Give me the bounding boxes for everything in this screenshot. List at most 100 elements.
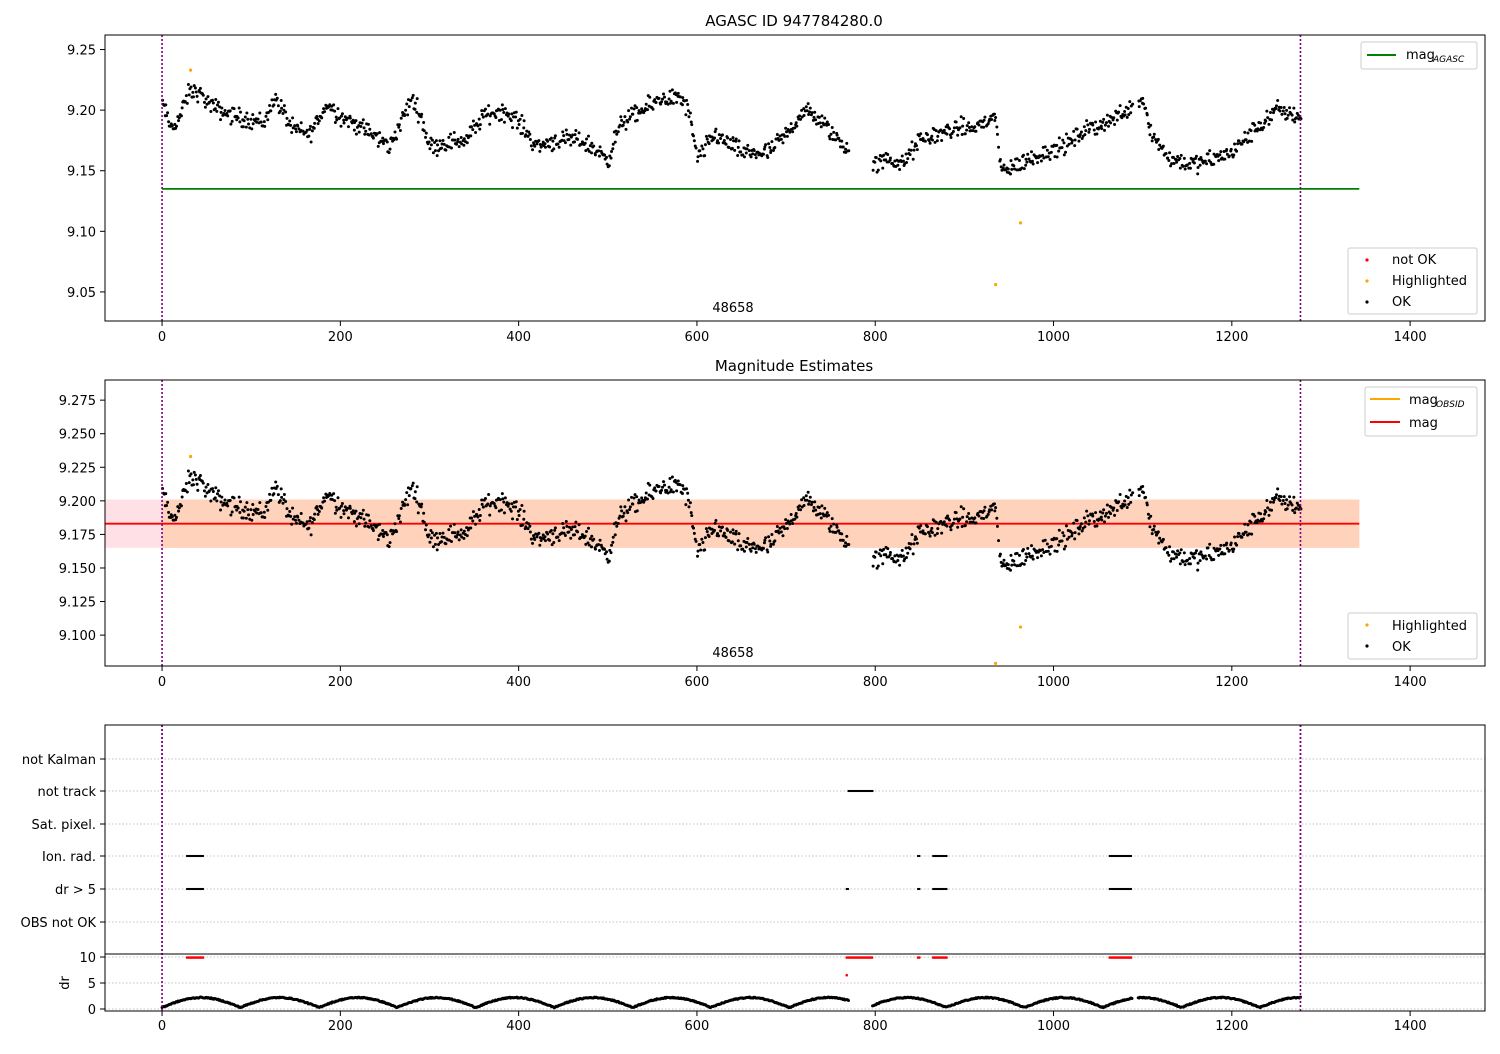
- ok-point: [1115, 509, 1119, 513]
- ok-point: [1274, 106, 1278, 110]
- ok-point: [183, 488, 187, 492]
- ok-point: [192, 95, 196, 99]
- ok-point: [294, 130, 298, 134]
- ok-point: [1243, 522, 1247, 526]
- ok-point: [654, 489, 658, 493]
- ok-point: [1087, 519, 1091, 523]
- ok-point: [1281, 109, 1285, 113]
- ok-point: [407, 105, 411, 109]
- ok-point: [1167, 158, 1171, 162]
- ok-point: [945, 524, 949, 528]
- ok-point: [278, 499, 282, 503]
- ok-point: [680, 103, 684, 107]
- ok-point: [644, 491, 648, 495]
- ok-point: [703, 143, 707, 147]
- ok-point: [587, 149, 591, 153]
- ok-point: [438, 139, 442, 143]
- ok-point: [727, 146, 731, 150]
- ok-point: [1030, 544, 1034, 548]
- ok-point: [620, 118, 624, 122]
- ok-point: [744, 151, 748, 155]
- dr-y-tick-label: 0: [88, 1003, 96, 1018]
- ok-point: [807, 502, 811, 506]
- ok-point: [309, 140, 313, 144]
- ok-point: [363, 524, 367, 528]
- ok-point: [279, 99, 283, 103]
- ok-point: [419, 115, 423, 119]
- ok-point: [798, 114, 802, 118]
- ok-point: [983, 505, 987, 509]
- ok-point: [1274, 496, 1278, 500]
- ok-point: [628, 117, 632, 121]
- ok-point: [1057, 543, 1061, 547]
- ok-point: [690, 514, 694, 518]
- ok-point: [1203, 159, 1207, 163]
- x-tick-label: 1000: [1037, 1019, 1070, 1034]
- ok-point: [543, 539, 547, 543]
- ok-point: [1198, 559, 1202, 563]
- ok-point: [703, 548, 707, 552]
- ok-point: [1168, 545, 1172, 549]
- ok-point: [881, 166, 885, 170]
- flags-dr-axes: [104, 724, 1486, 1012]
- ok-point: [502, 511, 506, 515]
- ok-point: [456, 140, 460, 144]
- ok-point: [488, 504, 492, 508]
- ok-point: [621, 514, 625, 518]
- ok-point: [537, 139, 541, 143]
- ok-point: [837, 529, 841, 533]
- ok-point: [806, 490, 810, 494]
- ok-point: [1030, 159, 1034, 163]
- ok-point: [269, 109, 273, 113]
- ok-point: [704, 527, 708, 531]
- ok-point: [1148, 525, 1152, 529]
- ok-point: [520, 504, 524, 508]
- ok-point: [1199, 155, 1203, 159]
- ok-point: [1178, 156, 1182, 160]
- ok-point: [680, 492, 684, 496]
- ok-point: [274, 480, 278, 484]
- ok-point: [528, 132, 532, 136]
- ok-point: [348, 116, 352, 120]
- ok-point: [685, 487, 689, 491]
- ok-point: [769, 542, 773, 546]
- ok-point: [974, 129, 978, 133]
- legend-obsid-subscript: OBSID: [1436, 400, 1465, 410]
- ok-point: [429, 529, 433, 533]
- ok-point: [910, 533, 914, 537]
- ok-point: [793, 517, 797, 521]
- ok-point: [807, 110, 811, 114]
- ok-point: [737, 532, 741, 536]
- ok-point: [982, 509, 986, 513]
- ok-point: [357, 522, 361, 526]
- legend-mag-label: mag: [1409, 416, 1438, 431]
- ok-point: [668, 89, 672, 93]
- ok-point: [238, 511, 242, 515]
- ok-point: [1285, 498, 1289, 502]
- ok-point: [928, 141, 932, 145]
- ok-point: [387, 545, 391, 549]
- ok-point: [1281, 499, 1285, 503]
- ok-point: [1183, 563, 1187, 567]
- ok-point: [1039, 554, 1043, 558]
- ok-point: [1150, 532, 1154, 536]
- ok-point: [413, 490, 417, 494]
- ok-point: [351, 509, 355, 513]
- x-tick-label: 600: [685, 1019, 710, 1034]
- ok-point: [722, 531, 726, 535]
- ok-point: [1055, 155, 1059, 159]
- x-tick-label: 800: [863, 675, 888, 690]
- ok-point: [274, 92, 278, 96]
- ok-point: [720, 525, 724, 529]
- ok-point: [388, 541, 392, 545]
- ok-point: [204, 97, 208, 101]
- ok-point: [259, 511, 263, 515]
- ok-point: [769, 148, 773, 152]
- ok-point: [1097, 517, 1101, 521]
- ok-point: [309, 533, 313, 537]
- ok-point: [1267, 513, 1271, 517]
- ok-point: [387, 151, 391, 155]
- ok-point: [614, 129, 618, 133]
- ok-point: [405, 491, 409, 495]
- ok-point: [481, 115, 485, 119]
